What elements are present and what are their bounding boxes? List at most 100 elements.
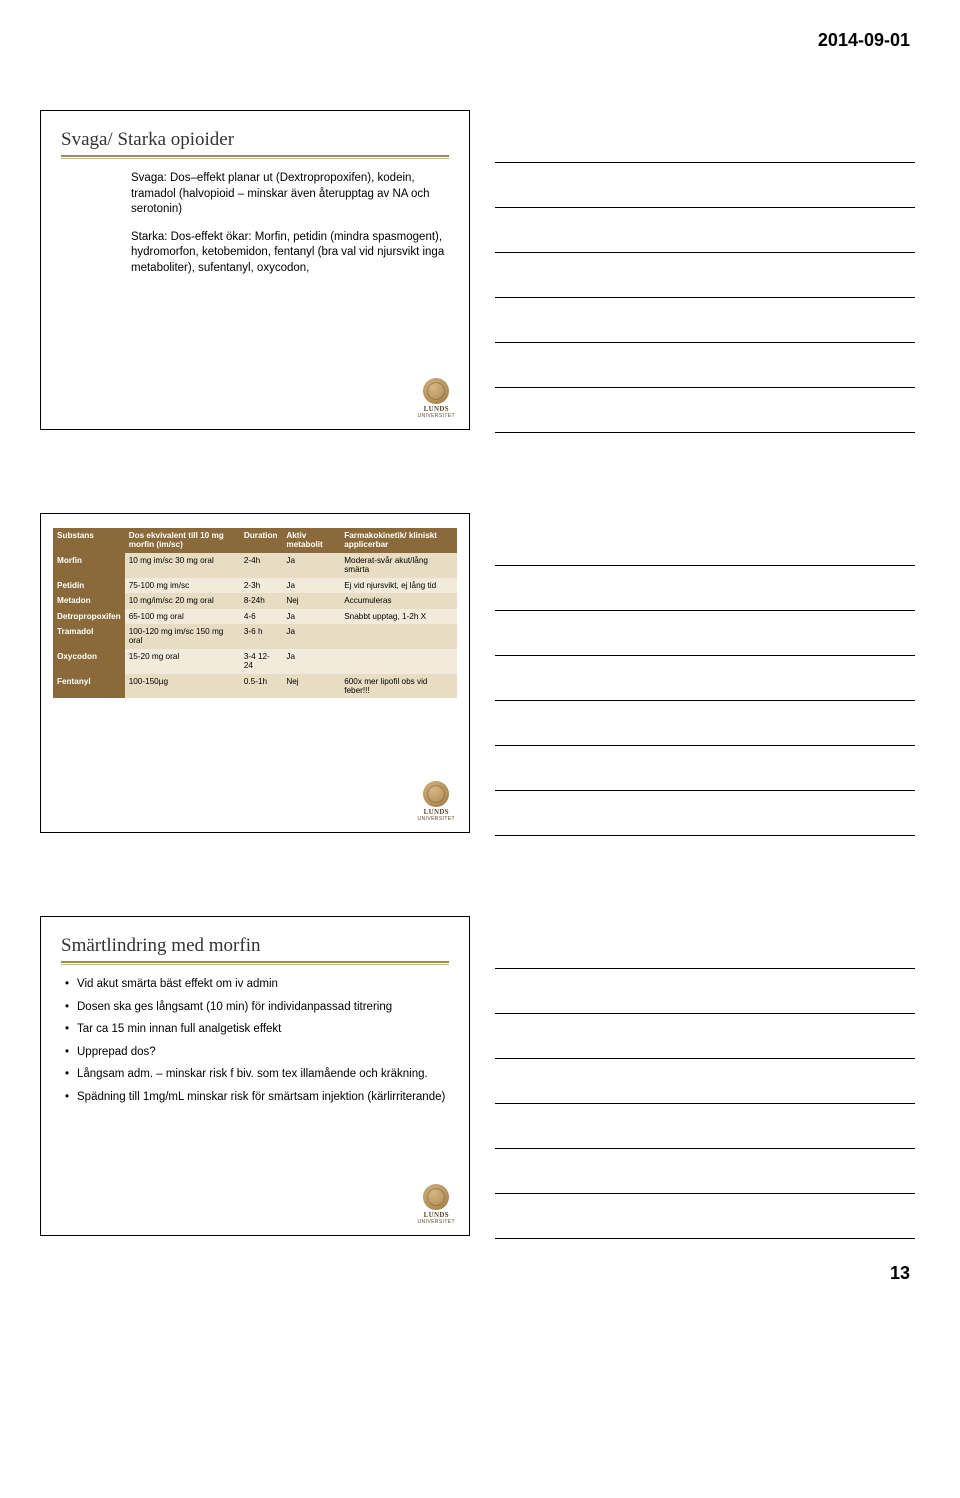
list-item: Tar ca 15 min innan full analgetisk effe… bbox=[65, 1022, 449, 1038]
note-line bbox=[495, 791, 915, 836]
cell-metabolit: Ja bbox=[282, 553, 340, 578]
slide-3-title: Smärtlindring med morfin bbox=[61, 935, 449, 957]
note-line bbox=[495, 1194, 915, 1239]
cell-name: Morfin bbox=[53, 553, 125, 578]
logo-sub: UNIVERSITET bbox=[418, 413, 455, 419]
slide-1-para1: Svaga: Dos–effekt planar ut (Dextropropo… bbox=[131, 171, 449, 218]
slide-row-3: Smärtlindring med morfin Vid akut smärta… bbox=[40, 916, 920, 1239]
cell-duration: 8-24h bbox=[240, 593, 283, 608]
list-item: Långsam adm. – minskar risk f biv. som t… bbox=[65, 1067, 449, 1083]
lunds-logo: LUNDS UNIVERSITET bbox=[418, 378, 455, 419]
note-line bbox=[495, 1104, 915, 1149]
cell-duration: 2-3h bbox=[240, 578, 283, 593]
col-substans: Substans bbox=[53, 528, 125, 553]
cell-duration: 4-6 bbox=[240, 609, 283, 624]
logo-sub: UNIVERSITET bbox=[418, 1219, 455, 1225]
table-row: Detropropoxifen65-100 mg oral4-6JaSnabbt… bbox=[53, 609, 457, 624]
title-rule bbox=[61, 155, 449, 157]
cell-dose: 65-100 mg oral bbox=[125, 609, 240, 624]
note-line bbox=[495, 118, 915, 163]
note-line bbox=[495, 253, 915, 298]
cell-dose: 15-20 mg oral bbox=[125, 649, 240, 674]
cell-metabolit: Nej bbox=[282, 593, 340, 608]
cell-name: Detropropoxifen bbox=[53, 609, 125, 624]
cell-dose: 100-150µg bbox=[125, 674, 240, 699]
slide-1-title: Svaga/ Starka opioider bbox=[61, 129, 449, 151]
table-row: Petidin75-100 mg im/sc2-3hJaEj vid njurs… bbox=[53, 578, 457, 593]
title-rule-thin bbox=[61, 964, 449, 965]
table-row: Tramadol100-120 mg im/sc 150 mg oral3-6 … bbox=[53, 624, 457, 649]
note-line bbox=[495, 924, 915, 969]
cell-metabolit: Ja bbox=[282, 578, 340, 593]
note-line bbox=[495, 208, 915, 253]
note-line bbox=[495, 521, 915, 566]
note-line bbox=[495, 343, 915, 388]
slide-3-bullets: Vid akut smärta bäst effekt om iv admin D… bbox=[61, 977, 449, 1105]
notes-lines-1 bbox=[495, 110, 915, 433]
cell-pk: Moderat-svår akut/lång smärta bbox=[340, 553, 457, 578]
cell-pk bbox=[340, 624, 457, 649]
notes-lines-3 bbox=[495, 916, 915, 1239]
cell-dose: 75-100 mg im/sc bbox=[125, 578, 240, 593]
slide-3: Smärtlindring med morfin Vid akut smärta… bbox=[40, 916, 470, 1236]
cell-name: Fentanyl bbox=[53, 674, 125, 699]
list-item: Dosen ska ges långsamt (10 min) för indi… bbox=[65, 1000, 449, 1016]
note-line bbox=[495, 746, 915, 791]
note-line bbox=[495, 1014, 915, 1059]
note-line bbox=[495, 701, 915, 746]
cell-pk: Snabbt upptag, 1-2h X bbox=[340, 609, 457, 624]
list-item: Upprepad dos? bbox=[65, 1045, 449, 1061]
cell-metabolit: Ja bbox=[282, 624, 340, 649]
note-line bbox=[495, 566, 915, 611]
drug-table: Substans Dos ekvivalent till 10 mg morfi… bbox=[53, 528, 457, 698]
cell-pk: 600x mer lipofil obs vid feber!!! bbox=[340, 674, 457, 699]
cell-metabolit: Ja bbox=[282, 609, 340, 624]
note-line bbox=[495, 611, 915, 656]
page: 2014-09-01 Svaga/ Starka opioider Svaga:… bbox=[0, 0, 960, 1299]
table-row: Oxycodon15-20 mg oral3-4 12-24Ja bbox=[53, 649, 457, 674]
list-item: Vid akut smärta bäst effekt om iv admin bbox=[65, 977, 449, 993]
cell-name: Tramadol bbox=[53, 624, 125, 649]
slide-1-para2: Starka: Dos-effekt ökar: Morfin, petidin… bbox=[131, 230, 449, 277]
title-rule bbox=[61, 961, 449, 963]
note-line bbox=[495, 1149, 915, 1194]
note-line bbox=[495, 298, 915, 343]
cell-metabolit: Nej bbox=[282, 674, 340, 699]
cell-pk: Accumuleras bbox=[340, 593, 457, 608]
cell-pk: Ej vid njursvikt, ej lång tid bbox=[340, 578, 457, 593]
title-rule-thin bbox=[61, 158, 449, 159]
logo-name: LUNDS bbox=[418, 1211, 455, 1219]
seal-icon bbox=[423, 781, 449, 807]
cell-metabolit: Ja bbox=[282, 649, 340, 674]
page-number: 13 bbox=[890, 1263, 910, 1284]
slide-1: Svaga/ Starka opioider Svaga: Dos–effekt… bbox=[40, 110, 470, 430]
note-line bbox=[495, 656, 915, 701]
table-row: Metadon10 mg/im/sc 20 mg oral8-24hNejAcc… bbox=[53, 593, 457, 608]
cell-duration: 2-4h bbox=[240, 553, 283, 578]
cell-name: Metadon bbox=[53, 593, 125, 608]
cell-duration: 0.5-1h bbox=[240, 674, 283, 699]
cell-pk bbox=[340, 649, 457, 674]
notes-lines-2 bbox=[495, 513, 915, 836]
date-header: 2014-09-01 bbox=[818, 30, 910, 51]
col-metabolit: Aktiv metabolit bbox=[282, 528, 340, 553]
note-line bbox=[495, 163, 915, 208]
cell-dose: 10 mg/im/sc 20 mg oral bbox=[125, 593, 240, 608]
table-row: Fentanyl100-150µg0.5-1hNej600x mer lipof… bbox=[53, 674, 457, 699]
cell-name: Oxycodon bbox=[53, 649, 125, 674]
table-row: Morfin10 mg im/sc 30 mg oral2-4hJaModera… bbox=[53, 553, 457, 578]
slide-2: Substans Dos ekvivalent till 10 mg morfi… bbox=[40, 513, 470, 833]
logo-sub: UNIVERSITET bbox=[418, 816, 455, 822]
logo-name: LUNDS bbox=[418, 808, 455, 816]
note-line bbox=[495, 969, 915, 1014]
slide-row-2: Substans Dos ekvivalent till 10 mg morfi… bbox=[40, 513, 920, 836]
list-item: Spädning till 1mg/mL minskar risk för sm… bbox=[65, 1090, 449, 1106]
col-duration: Duration bbox=[240, 528, 283, 553]
cell-dose: 100-120 mg im/sc 150 mg oral bbox=[125, 624, 240, 649]
note-line bbox=[495, 388, 915, 433]
col-dose: Dos ekvivalent till 10 mg morfin (im/sc) bbox=[125, 528, 240, 553]
slide-row-1: Svaga/ Starka opioider Svaga: Dos–effekt… bbox=[40, 110, 920, 433]
seal-icon bbox=[423, 378, 449, 404]
cell-dose: 10 mg im/sc 30 mg oral bbox=[125, 553, 240, 578]
lunds-logo: LUNDS UNIVERSITET bbox=[418, 781, 455, 822]
